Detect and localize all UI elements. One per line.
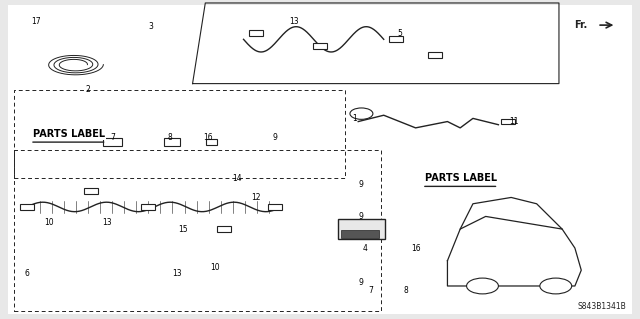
Text: 7: 7 (369, 286, 373, 295)
Circle shape (467, 278, 499, 294)
FancyBboxPatch shape (8, 4, 632, 315)
Text: 10: 10 (44, 218, 54, 227)
Text: 16: 16 (411, 243, 420, 253)
Text: 1: 1 (353, 114, 357, 123)
Text: 13: 13 (172, 269, 181, 278)
Text: 12: 12 (252, 193, 261, 202)
Text: 14: 14 (232, 174, 242, 183)
Text: PARTS LABEL: PARTS LABEL (425, 174, 497, 183)
Bar (337, 219, 385, 239)
Text: 10: 10 (210, 263, 220, 271)
Bar (84, 188, 98, 194)
Text: PARTS LABEL: PARTS LABEL (33, 129, 106, 139)
Text: 11: 11 (509, 117, 519, 126)
Bar (268, 204, 282, 210)
Text: 17: 17 (31, 18, 41, 26)
Text: Fr.: Fr. (574, 20, 588, 30)
Text: 9: 9 (359, 180, 364, 189)
Text: 9: 9 (359, 278, 364, 287)
Circle shape (540, 278, 572, 294)
Bar (164, 138, 180, 146)
Text: 5: 5 (397, 28, 402, 38)
Bar (103, 138, 122, 146)
Text: 15: 15 (178, 225, 188, 234)
Bar (249, 30, 263, 36)
Bar (313, 43, 327, 48)
Text: 2: 2 (85, 85, 90, 94)
Text: 16: 16 (204, 133, 213, 142)
Bar (428, 52, 442, 58)
Text: S843B1341B: S843B1341B (577, 302, 626, 311)
Text: 7: 7 (111, 133, 115, 142)
Text: 9: 9 (273, 133, 278, 142)
Bar (206, 139, 218, 145)
Text: 8: 8 (168, 133, 173, 142)
Bar (501, 119, 515, 124)
Circle shape (350, 108, 373, 119)
Text: 4: 4 (362, 243, 367, 253)
Bar (390, 36, 403, 42)
Text: 9: 9 (359, 212, 364, 221)
Bar (340, 230, 379, 238)
Bar (20, 204, 34, 210)
Text: 13: 13 (290, 18, 300, 26)
Bar (141, 204, 155, 210)
Text: 6: 6 (24, 269, 29, 278)
Bar (218, 226, 232, 232)
Text: 3: 3 (148, 22, 154, 31)
Text: 13: 13 (102, 218, 111, 227)
Text: 8: 8 (404, 286, 408, 295)
